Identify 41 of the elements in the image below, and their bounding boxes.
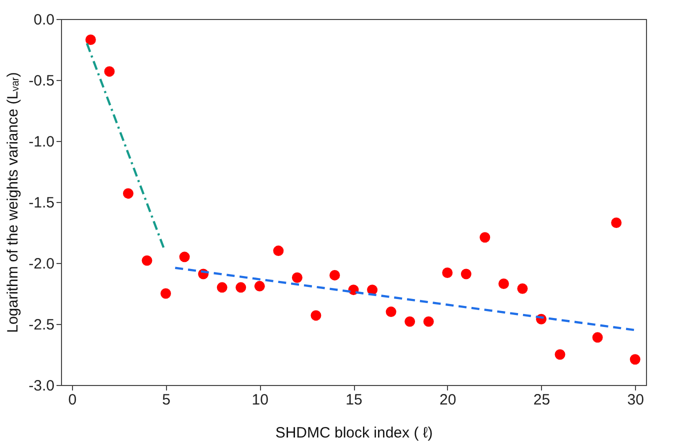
point xyxy=(273,246,284,256)
point xyxy=(554,349,566,360)
x-tick-label: 10 xyxy=(252,392,268,408)
x-tick-label: 25 xyxy=(533,392,550,408)
point xyxy=(236,282,246,293)
point xyxy=(122,188,134,199)
point xyxy=(329,270,340,280)
x-tick-label: 5 xyxy=(162,392,170,408)
point xyxy=(460,268,472,280)
y-tick-label: -0.5 xyxy=(28,72,54,90)
point xyxy=(292,272,302,283)
y-tick-label: -2.0 xyxy=(28,256,54,272)
y-tick-label: 0.0 xyxy=(34,12,54,28)
point xyxy=(104,66,115,77)
point xyxy=(142,255,152,266)
point xyxy=(160,288,172,299)
point xyxy=(611,218,622,228)
point xyxy=(517,283,528,294)
y-tick-label: -2.5 xyxy=(28,316,54,334)
x-tick-label: 30 xyxy=(627,392,644,408)
point xyxy=(423,316,434,327)
y-tick-label: -3.0 xyxy=(28,378,54,394)
y-axis-title: Logarithm of the weights variance (Lᵥₐᵣ) xyxy=(4,72,22,333)
point xyxy=(404,316,416,327)
x-axis-title: SHDMC block index ( ℓ) xyxy=(275,424,433,441)
point xyxy=(630,354,640,365)
point xyxy=(442,268,453,278)
point xyxy=(85,34,96,45)
point xyxy=(592,332,603,343)
point xyxy=(216,282,228,293)
point xyxy=(498,278,509,289)
y-tick-label: -1.5 xyxy=(28,194,54,212)
x-tick-label: 15 xyxy=(346,392,362,408)
point xyxy=(179,252,190,262)
point xyxy=(480,232,490,243)
point xyxy=(386,306,396,318)
point xyxy=(254,280,265,292)
point xyxy=(310,310,322,321)
y-tick-label: -1.0 xyxy=(28,134,54,150)
x-tick-label: 20 xyxy=(440,392,456,408)
x-tick-label: 0 xyxy=(68,392,77,408)
